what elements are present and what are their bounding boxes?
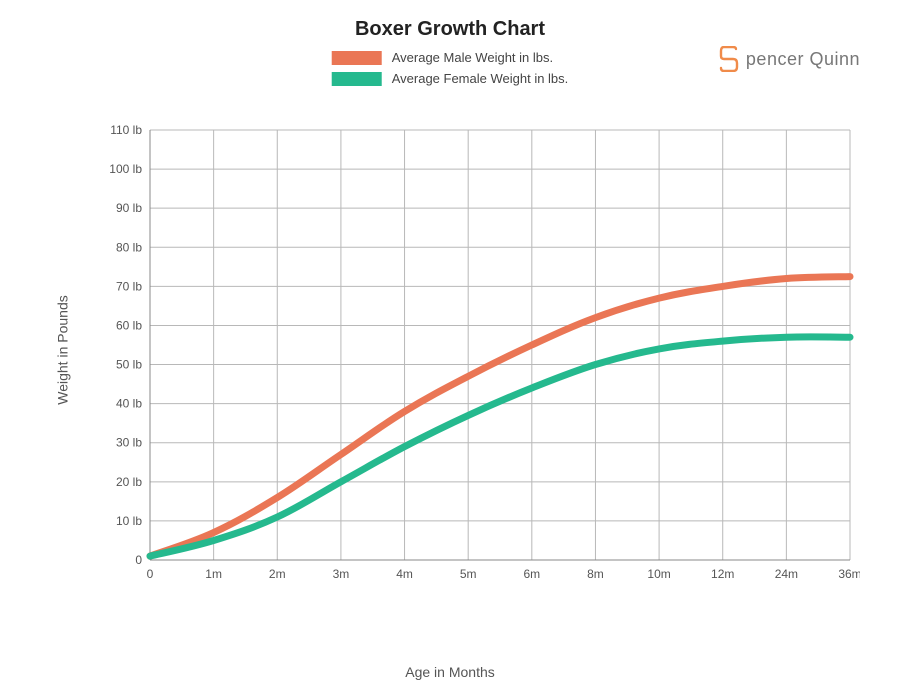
y-tick-label: 20 lb [116, 475, 142, 489]
y-tick-label: 70 lb [116, 279, 142, 293]
x-tick-label: 12m [711, 567, 734, 581]
series-line-male [150, 277, 850, 556]
brand-text: pencer Quinn [746, 49, 860, 70]
y-tick-label: 110 lb [110, 123, 142, 137]
x-tick-label: 1m [205, 567, 222, 581]
legend-label-male: Average Male Weight in lbs. [392, 50, 553, 65]
y-axis-title: Weight in Pounds [55, 295, 71, 404]
brand-watermark: pencer Quinn [718, 46, 860, 72]
chart-svg: 0 10 lb 20 lb 30 lb 40 lb 50 lb 60 lb 70 lb 80 l… [100, 120, 860, 590]
x-tick-label: 0 [147, 567, 154, 581]
y-tick-label: 50 lb [116, 358, 142, 372]
y-tick-label: 10 lb [116, 514, 142, 528]
x-tick-label: 36m [838, 567, 860, 581]
legend: Average Male Weight in lbs. Average Fema… [332, 50, 569, 86]
x-tick-label: 8m [587, 567, 604, 581]
legend-swatch-male [332, 51, 382, 65]
chart-plot-area: 0 10 lb 20 lb 30 lb 40 lb 50 lb 60 lb 70 lb 80 l… [100, 120, 860, 590]
x-tick-label: 4m [396, 567, 413, 581]
x-tick-label: 3m [333, 567, 350, 581]
x-tick-label: 5m [460, 567, 477, 581]
brand-s-icon [718, 46, 740, 72]
x-tick-label: 6m [523, 567, 540, 581]
x-axis-title: Age in Months [0, 664, 900, 680]
legend-item-female: Average Female Weight in lbs. [332, 71, 569, 86]
y-tick-label: 40 lb [116, 397, 142, 411]
x-tick-label: 10m [647, 567, 670, 581]
y-tick-label: 80 lb [116, 240, 142, 254]
legend-label-female: Average Female Weight in lbs. [392, 71, 569, 86]
series-line-female [150, 337, 850, 556]
chart-title: Boxer Growth Chart [0, 18, 900, 41]
x-tick-label: 24m [775, 567, 798, 581]
y-tick-label: 0 [135, 553, 142, 567]
legend-item-male: Average Male Weight in lbs. [332, 50, 569, 65]
chart-container: Boxer Growth Chart Average Male Weight i… [0, 0, 900, 700]
x-tick-label: 2m [269, 567, 286, 581]
legend-swatch-female [332, 72, 382, 86]
y-tick-label: 100 lb [109, 162, 142, 176]
y-tick-label: 60 lb [116, 318, 142, 332]
y-tick-label: 90 lb [116, 201, 142, 215]
y-tick-label: 30 lb [116, 436, 142, 450]
